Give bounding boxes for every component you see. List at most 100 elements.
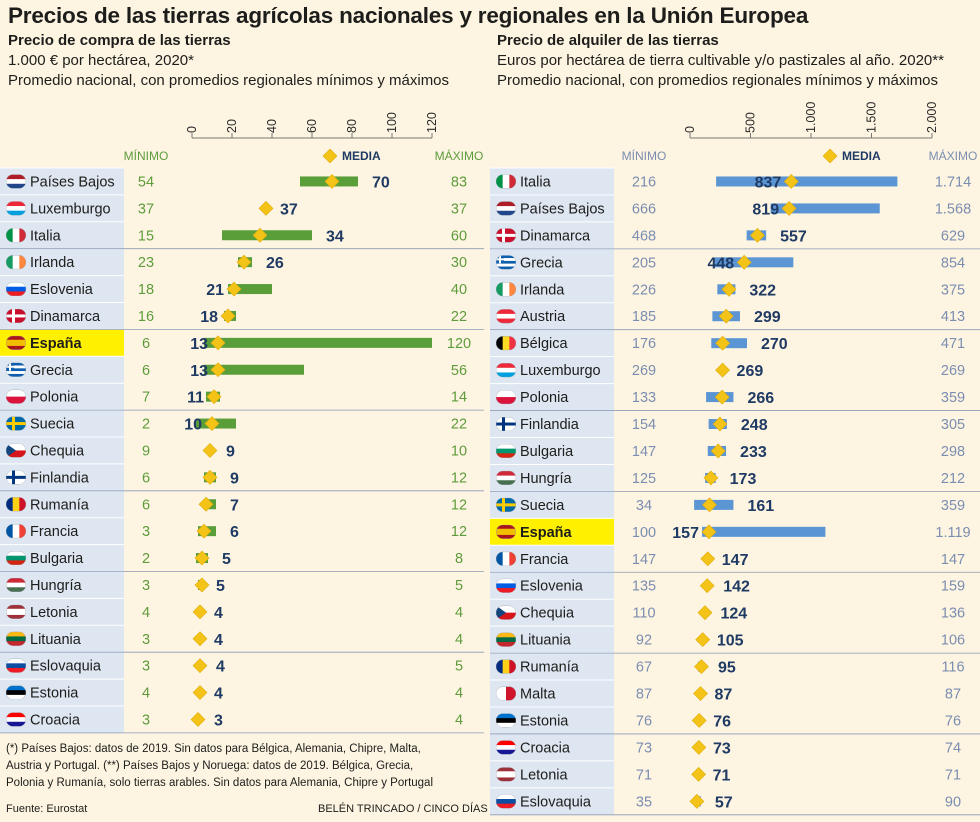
media-marker	[689, 793, 705, 809]
media-value: 11	[187, 390, 204, 407]
axis-tick-label: 120	[425, 112, 439, 133]
flag-hungria-icon	[496, 470, 516, 485]
max-value: 1.714	[935, 174, 971, 190]
min-value: 468	[632, 228, 656, 244]
media-value: 57	[715, 794, 733, 811]
country-label: Eslovenia	[30, 282, 94, 298]
media-marker	[192, 685, 208, 700]
max-value: 1.119	[935, 525, 970, 541]
max-value: 359	[941, 498, 965, 514]
table-row: Eslovaquia 35 90 57	[490, 787, 961, 811]
media-value: 87	[715, 687, 733, 704]
axis-tick-label: 0	[683, 126, 697, 133]
media-marker	[781, 201, 797, 216]
min-value: 100	[632, 525, 656, 541]
min-value: 54	[138, 174, 154, 190]
media-marker	[700, 551, 716, 567]
media-marker	[198, 496, 214, 512]
min-value: 3	[142, 524, 150, 540]
flag-polonia-icon	[496, 390, 516, 405]
media-marker	[202, 443, 218, 458]
col-min-header: MÍNIMO	[124, 148, 169, 163]
country-label: Grecia	[30, 363, 74, 379]
flag-espana-icon	[496, 524, 516, 539]
country-label: Bélgica	[520, 336, 568, 352]
table-row: Irlanda 23 30 26	[0, 248, 484, 272]
right-unit: Euros por hectárea de tierra cultivable …	[497, 52, 944, 69]
footnote-line-1: (*) Países Bajos: datos de 2019. Sin dat…	[6, 743, 421, 755]
max-value: 74	[945, 740, 961, 756]
media-marker	[715, 335, 731, 351]
range-bar	[714, 257, 794, 268]
media-marker	[204, 416, 220, 431]
max-value: 22	[451, 309, 467, 325]
axis-tick-label: 100	[385, 112, 399, 133]
min-value: 666	[632, 201, 656, 217]
min-value: 2	[142, 417, 150, 433]
right-heading: Precio de alquiler de las tierras	[497, 32, 719, 49]
max-value: 22	[451, 417, 467, 433]
max-value: 40	[451, 282, 467, 298]
media-value: 73	[713, 740, 731, 757]
max-value: 159	[941, 579, 965, 595]
media-marker	[210, 362, 226, 378]
max-value: 4	[455, 632, 463, 648]
media-marker	[710, 443, 726, 459]
country-label: Hungría	[30, 578, 83, 594]
media-marker	[736, 254, 752, 270]
media-value: 76	[713, 713, 731, 730]
country-label: Italia	[520, 174, 552, 190]
footnote-line-2: Austria y Portugal. (**) Países Bajos y …	[6, 760, 414, 772]
min-value: 15	[138, 228, 154, 244]
table-row: Luxemburgo 269 269 269	[490, 356, 965, 380]
flag-paises-bajos-icon	[496, 201, 516, 216]
media-value: 233	[740, 444, 767, 461]
min-value: 226	[632, 282, 656, 298]
flag-rumania-icon	[6, 497, 26, 512]
country-label: Estonia	[520, 713, 569, 729]
max-value: 375	[941, 282, 965, 298]
country-label: Francia	[520, 552, 569, 568]
max-value: 10	[451, 443, 467, 459]
media-value: 5	[222, 551, 231, 568]
flag-eslovaquia-icon	[496, 794, 516, 809]
media-value: 71	[713, 767, 731, 784]
country-label: Lituania	[30, 632, 82, 648]
min-value: 4	[142, 605, 150, 621]
flag-francia-icon	[496, 551, 516, 566]
min-value: 4	[142, 686, 150, 702]
min-value: 110	[632, 606, 655, 622]
country-label: Polonia	[520, 390, 569, 406]
media-value: 837	[755, 174, 782, 191]
flag-finlandia-icon	[6, 470, 26, 485]
media-value: 142	[723, 579, 750, 596]
flag-suecia-icon	[6, 416, 26, 431]
table-row: Rumanía 67 116 95	[490, 652, 980, 677]
flag-lituania-icon	[6, 631, 26, 646]
media-marker	[324, 174, 340, 189]
min-value: 16	[138, 309, 154, 325]
max-value: 1.568	[935, 201, 971, 217]
rent-chart: 0 500 1.000 1.500 2.000 MÍNIMO MÁXIMO MEDIA Ital…	[490, 102, 980, 816]
max-value: 471	[941, 336, 965, 352]
media-marker	[702, 497, 717, 513]
country-label: Luxemburgo	[520, 363, 601, 379]
table-row: Chequia 110 136 124	[490, 598, 965, 623]
media-value: 13	[190, 363, 208, 380]
media-marker	[783, 174, 799, 189]
min-value: 67	[636, 660, 652, 676]
max-value: 298	[941, 444, 965, 460]
max-value: 37	[451, 201, 467, 217]
axis-tick-label: 20	[225, 119, 239, 133]
min-value: 154	[632, 417, 656, 433]
table-row: Países Bajos 54 83 70	[0, 167, 467, 191]
flag-chequia-icon	[496, 605, 516, 620]
min-value: 92	[636, 633, 652, 649]
min-value: 87	[636, 687, 652, 703]
media-value: 157	[672, 525, 699, 542]
country-label: Bulgaria	[30, 551, 84, 567]
country-label: Croacia	[520, 740, 571, 756]
col-min-header: MÍNIMO	[622, 148, 667, 163]
